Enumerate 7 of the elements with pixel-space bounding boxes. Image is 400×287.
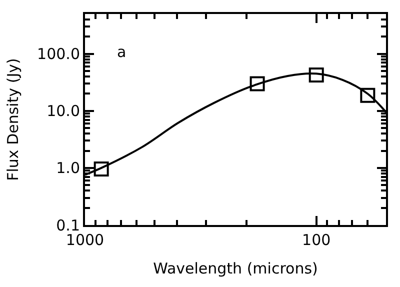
annotation: a	[117, 43, 126, 61]
y-tick-label: 100.0	[37, 45, 80, 64]
y-tick-label: 1.0	[56, 159, 80, 178]
x-tick-label: 100	[302, 231, 331, 249]
x-axis-title: Wavelength (microns)	[153, 260, 318, 278]
y-tick-label: 10.0	[46, 102, 80, 120]
y-axis-title: Flux Density (Jy)	[4, 58, 22, 181]
